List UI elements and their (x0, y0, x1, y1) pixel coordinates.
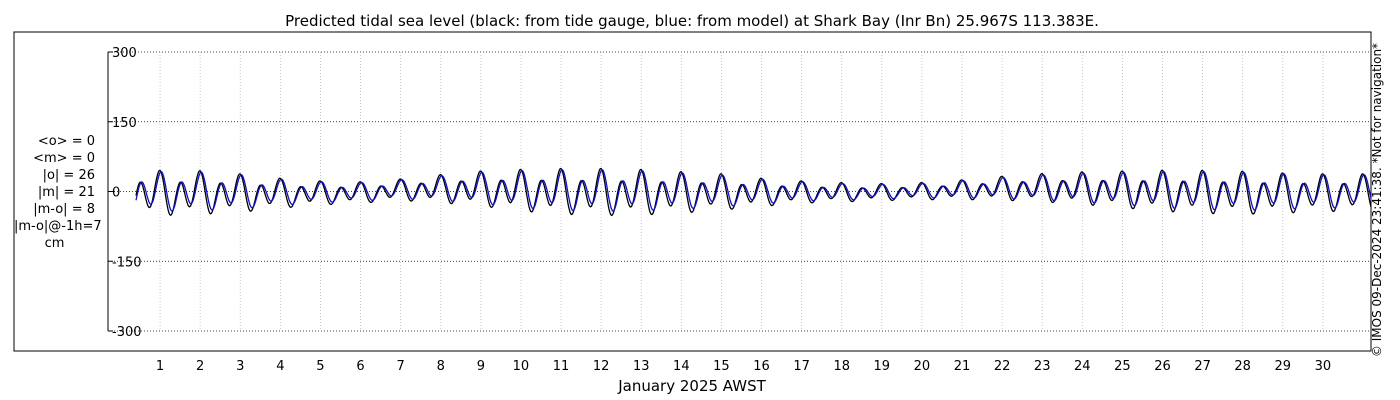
x-tick-label-22: 23 (1034, 359, 1051, 374)
x-tick-label-20: 21 (954, 359, 971, 374)
x-tick-label-23: 24 (1074, 359, 1091, 374)
y-tick-label-1: 150 (112, 116, 137, 131)
x-tick-label-25: 26 (1154, 359, 1171, 374)
x-tick-label-27: 28 (1234, 359, 1251, 374)
y-tick-label-3: -150 (112, 255, 142, 270)
stat-abs-diff-lag: |m-o|@-1h=7 (14, 219, 102, 234)
x-tick-label-17: 18 (833, 359, 850, 374)
y-tick-label-2: 0 (112, 186, 120, 201)
x-tick-label-15: 16 (753, 359, 770, 374)
x-tick-labels: 1 2 3 4 5 6 7 8 9 10 11 12 13 14 15 16 17 18 19 20 21 22 23 24 2… (156, 359, 1331, 374)
x-tick-label-24: 25 (1114, 359, 1131, 374)
x-tick-label-9: 10 (513, 359, 530, 374)
x-tick-label-12: 13 (633, 359, 650, 374)
x-tick-label-21: 22 (994, 359, 1011, 374)
x-tick-label-16: 17 (793, 359, 810, 374)
stat-abs-diff: |m-o| = 8 (33, 202, 95, 217)
plot-frame (13, 31, 1372, 352)
x-tick-label-4: 5 (316, 359, 324, 374)
x-tick-label-3: 4 (276, 359, 284, 374)
grid-lines (108, 51, 1371, 332)
x-tick-label-11: 12 (593, 359, 610, 374)
x-tick-label-5: 6 (356, 359, 364, 374)
x-tick-label-1: 2 (196, 359, 204, 374)
x-tick-label-18: 19 (874, 359, 891, 374)
series-line-model (135, 169, 1372, 212)
y-tick-labels: 300 150 0 -150 -300 (108, 46, 142, 340)
x-tick-label-2: 3 (236, 359, 244, 374)
x-tick-label-6: 7 (397, 359, 405, 374)
x-tick-label-26: 27 (1194, 359, 1211, 374)
stat-mean-model: <m> = 0 (33, 151, 95, 166)
stat-abs-observed: |o| = 26 (42, 168, 95, 183)
x-tick-label-28: 29 (1275, 359, 1292, 374)
stat-abs-model: |m| = 21 (37, 185, 95, 200)
stat-mean-observed: <o> = 0 (37, 134, 95, 149)
x-axis-label: January 2025 AWST (617, 377, 766, 395)
x-tick-label-19: 20 (914, 359, 931, 374)
x-tick-label-7: 8 (437, 359, 445, 374)
y-tick-label-4: -300 (112, 325, 142, 340)
y-tick-label-0: 300 (112, 46, 137, 61)
x-tick-label-0: 1 (156, 359, 164, 374)
x-tick-label-8: 9 (477, 359, 485, 374)
x-tick-label-14: 15 (713, 359, 730, 374)
credit-text: © IMOS 09-Dec-2024 23:41:38. *Not for na… (1370, 42, 1384, 358)
stats-panel: <o> = 0 <m> = 0 |o| = 26 |m| = 21 |m-o| … (14, 133, 102, 252)
chart-title: Predicted tidal sea level (black: from t… (285, 12, 1099, 30)
stat-unit: cm (44, 236, 65, 251)
series-lines (135, 167, 1372, 217)
x-tick-label-10: 11 (553, 359, 570, 374)
series-line-tide-gauge (135, 167, 1372, 217)
x-tick-label-29: 30 (1315, 359, 1332, 374)
x-tick-label-13: 14 (673, 359, 690, 374)
